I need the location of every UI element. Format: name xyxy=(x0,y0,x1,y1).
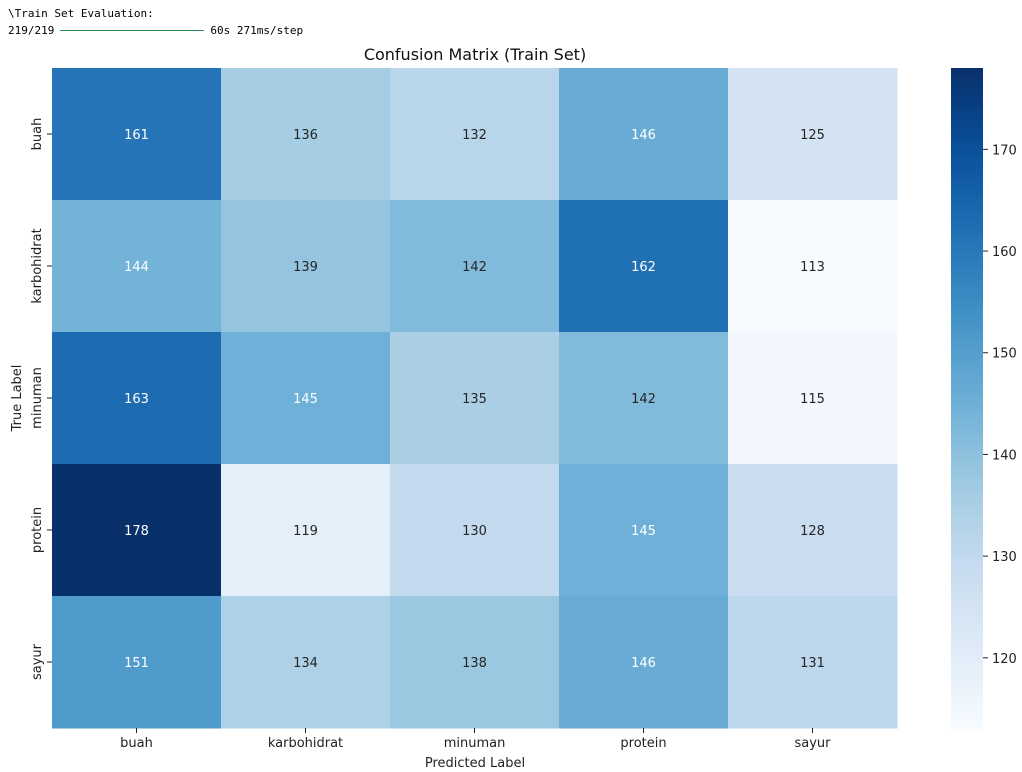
colorbar-tick-label: 160 xyxy=(992,245,1017,260)
heatmap-cell xyxy=(559,464,729,597)
cell-value: 113 xyxy=(800,260,825,275)
cell-value: 162 xyxy=(631,260,656,275)
chart-title: Confusion Matrix (Train Set) xyxy=(364,45,586,64)
y-axis-ticks: buah karbohidrat minuman protein sayur xyxy=(30,118,52,680)
heatmap-cell xyxy=(52,68,222,201)
y-tick-label: karbohidrat xyxy=(30,228,45,303)
progress-steps: 219/219 xyxy=(8,24,55,37)
heatmap-cell xyxy=(221,332,391,465)
progress-bar xyxy=(60,29,205,31)
colorbar-tick-label: 170 xyxy=(992,143,1017,158)
progress-time: 60s 271ms/step xyxy=(210,24,304,37)
colorbar-tick-label: 120 xyxy=(992,652,1017,667)
colorbar-tick-label: 150 xyxy=(992,347,1017,362)
cell-value: 132 xyxy=(462,128,487,143)
cell-value: 125 xyxy=(800,128,825,143)
heatmap-cell xyxy=(221,464,391,597)
heatmap-cell xyxy=(728,596,898,729)
heatmap-cell xyxy=(390,200,560,333)
x-tick-label: buah xyxy=(120,736,153,751)
cell-value: 138 xyxy=(462,656,487,671)
cell-value: 144 xyxy=(124,260,149,275)
heatmap-cell xyxy=(559,68,729,201)
heatmap-cell xyxy=(221,68,391,201)
heatmap-cell xyxy=(52,596,222,729)
cell-value: 142 xyxy=(631,392,656,407)
heatmap-cell xyxy=(559,332,729,465)
console-line-title: \Train Set Evaluation: xyxy=(8,7,154,20)
heatmap-cell xyxy=(728,68,898,201)
heatmap-cell xyxy=(390,464,560,597)
cell-value: 146 xyxy=(631,128,656,143)
heatmap-cell xyxy=(559,596,729,729)
cell-value: 145 xyxy=(293,392,318,407)
heatmap-cell xyxy=(728,464,898,597)
cell-value: 163 xyxy=(124,392,149,407)
progress-line: 219/219 60s 271ms/step xyxy=(8,22,303,39)
cell-value: 142 xyxy=(462,260,487,275)
y-tick-label: buah xyxy=(30,118,45,151)
heatmap-cell xyxy=(52,464,222,597)
heatmap-cell xyxy=(221,200,391,333)
y-axis-label: True Label xyxy=(10,365,25,433)
cell-value: 136 xyxy=(293,128,318,143)
colorbar-gradient xyxy=(951,68,983,729)
cell-value: 178 xyxy=(124,524,149,539)
colorbar-tick-label: 140 xyxy=(992,448,1017,463)
heatmap-cells: 161 136 132 146 125 144 139 142 162 113 163 145 135 1… xyxy=(52,68,898,729)
cell-value: 161 xyxy=(124,128,149,143)
cell-value: 145 xyxy=(631,524,656,539)
heatmap-cell xyxy=(390,68,560,201)
y-tick-label: minuman xyxy=(30,367,45,429)
colorbar: 120 130 140 150 160 170 xyxy=(951,68,1017,729)
heatmap-cell xyxy=(52,200,222,333)
heatmap-cell xyxy=(728,332,898,465)
cell-value: 135 xyxy=(462,392,487,407)
cell-value: 130 xyxy=(462,524,487,539)
x-tick-label: protein xyxy=(620,736,666,751)
console-output: \Train Set Evaluation: 219/219 60s 271ms/s… xyxy=(8,5,303,39)
cell-value: 151 xyxy=(124,656,149,671)
heatmap-cell xyxy=(52,332,222,465)
x-axis-ticks: buah karbohidrat minuman protein sayur xyxy=(120,728,831,751)
heatmap-cell xyxy=(221,596,391,729)
cell-value: 128 xyxy=(800,524,825,539)
cell-value: 146 xyxy=(631,656,656,671)
colorbar-tick-label: 130 xyxy=(992,550,1017,565)
heatmap-cell xyxy=(390,332,560,465)
cell-value: 115 xyxy=(800,392,825,407)
cell-value: 119 xyxy=(293,524,318,539)
heatmap-cell xyxy=(728,200,898,333)
heatmap-cell xyxy=(390,596,560,729)
y-tick-label: sayur xyxy=(30,643,45,680)
cell-value: 139 xyxy=(293,260,318,275)
x-axis-label: Predicted Label xyxy=(425,756,525,771)
x-tick-label: sayur xyxy=(794,736,831,751)
x-tick-label: karbohidrat xyxy=(268,736,343,751)
cell-value: 131 xyxy=(800,656,825,671)
cell-value: 134 xyxy=(293,656,318,671)
x-tick-label: minuman xyxy=(444,736,506,751)
heatmap-cell xyxy=(559,200,729,333)
y-tick-label: protein xyxy=(30,507,45,553)
